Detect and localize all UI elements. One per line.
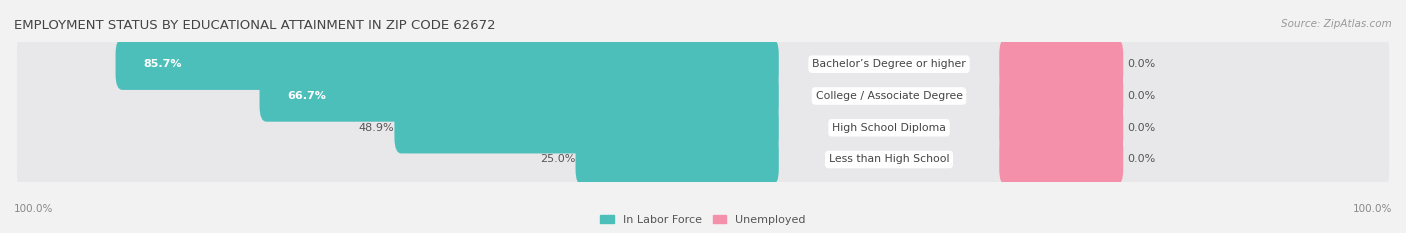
Legend: In Labor Force, Unemployed: In Labor Force, Unemployed (596, 210, 810, 229)
Text: 100.0%: 100.0% (14, 204, 53, 214)
Text: 25.0%: 25.0% (540, 154, 575, 164)
Text: 0.0%: 0.0% (1128, 123, 1156, 133)
FancyBboxPatch shape (1000, 102, 1123, 154)
Text: 0.0%: 0.0% (1128, 59, 1156, 69)
Text: College / Associate Degree: College / Associate Degree (815, 91, 963, 101)
Text: Less than High School: Less than High School (828, 154, 949, 164)
FancyBboxPatch shape (1000, 38, 1123, 90)
FancyBboxPatch shape (115, 38, 779, 90)
Text: 85.7%: 85.7% (143, 59, 181, 69)
Text: 48.9%: 48.9% (359, 123, 395, 133)
Text: 0.0%: 0.0% (1128, 154, 1156, 164)
Text: 100.0%: 100.0% (1353, 204, 1392, 214)
Text: High School Diploma: High School Diploma (832, 123, 946, 133)
Text: Bachelor’s Degree or higher: Bachelor’s Degree or higher (813, 59, 966, 69)
FancyBboxPatch shape (17, 91, 1389, 164)
Text: 66.7%: 66.7% (287, 91, 326, 101)
FancyBboxPatch shape (17, 123, 1389, 196)
Text: 0.0%: 0.0% (1128, 91, 1156, 101)
FancyBboxPatch shape (17, 28, 1389, 101)
FancyBboxPatch shape (260, 70, 779, 122)
Text: Source: ZipAtlas.com: Source: ZipAtlas.com (1281, 19, 1392, 29)
Text: EMPLOYMENT STATUS BY EDUCATIONAL ATTAINMENT IN ZIP CODE 62672: EMPLOYMENT STATUS BY EDUCATIONAL ATTAINM… (14, 19, 496, 32)
FancyBboxPatch shape (1000, 70, 1123, 122)
FancyBboxPatch shape (395, 102, 779, 154)
FancyBboxPatch shape (575, 134, 779, 185)
FancyBboxPatch shape (1000, 134, 1123, 185)
FancyBboxPatch shape (17, 59, 1389, 133)
